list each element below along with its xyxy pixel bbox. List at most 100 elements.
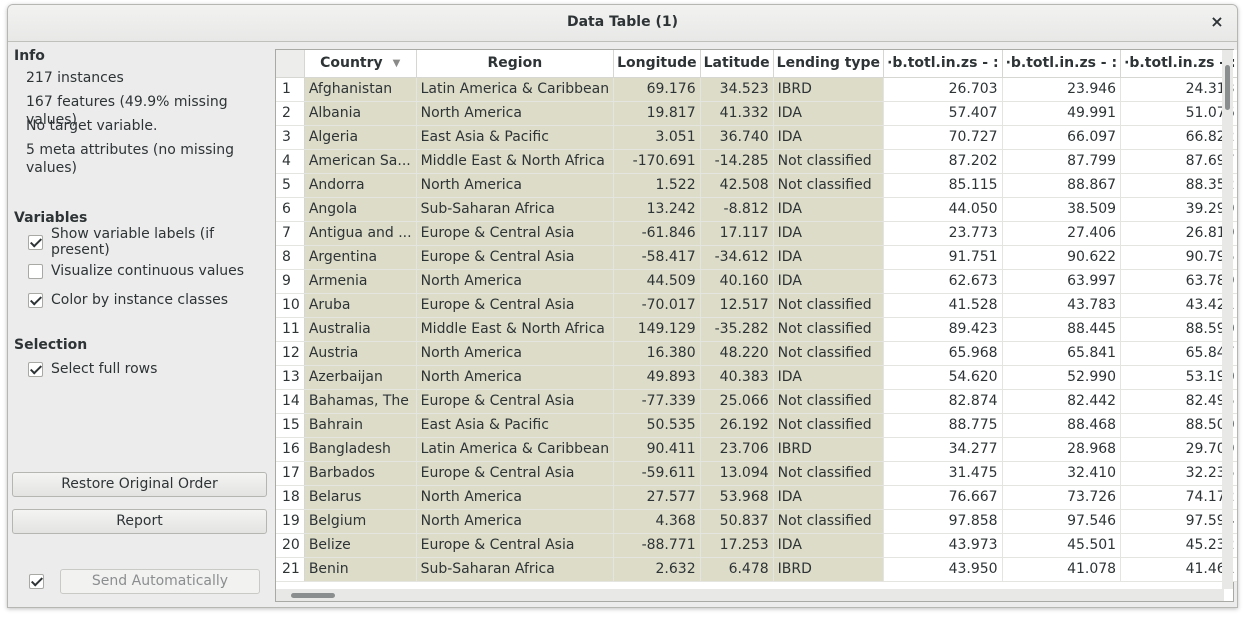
- table-cell[interactable]: 41.078: [1002, 557, 1122, 582]
- table-cell[interactable]: Not classified: [773, 293, 885, 318]
- table-cell[interactable]: American Sa...: [304, 149, 417, 174]
- table-cell[interactable]: 88.445: [1002, 317, 1122, 342]
- table-cell[interactable]: 45.232: [1120, 533, 1237, 558]
- table-cell[interactable]: North America: [416, 101, 615, 126]
- table-cell[interactable]: 48.220: [700, 341, 774, 366]
- row-index[interactable]: 17: [276, 461, 305, 486]
- table-cell[interactable]: -35.282: [700, 317, 774, 342]
- table-cell[interactable]: 13.094: [700, 461, 774, 486]
- table-cell[interactable]: Barbados: [304, 461, 417, 486]
- table-cell[interactable]: Not classified: [773, 389, 885, 414]
- column-header[interactable]: ·b.totl.in.zs - :: [1120, 50, 1237, 78]
- table-row[interactable]: 16 Bangladesh Latin America & Caribbean 90.…: [276, 437, 1237, 462]
- row-index[interactable]: 19: [276, 509, 305, 534]
- table-cell[interactable]: IBRD: [773, 437, 885, 462]
- table-cell[interactable]: Sub-Saharan Africa: [416, 197, 615, 222]
- table-cell[interactable]: 43.421: [1120, 293, 1237, 318]
- table-cell[interactable]: 50.837: [700, 509, 774, 534]
- column-header[interactable]: ·b.totl.in.zs - :: [883, 50, 1003, 78]
- table-cell[interactable]: 49.893: [613, 365, 701, 390]
- table-cell[interactable]: -170.691: [613, 149, 701, 174]
- table-row[interactable]: 2 Albania North America 19.817 41.332 IDA 57.4…: [276, 101, 1237, 126]
- table-cell[interactable]: Europe & Central Asia: [416, 389, 615, 414]
- send-automatically-button[interactable]: Send Automatically: [60, 569, 260, 594]
- table-cell[interactable]: 23.946: [1002, 77, 1122, 102]
- table-cell[interactable]: North America: [416, 365, 615, 390]
- table-row[interactable]: 21 Benin Sub-Saharan Africa 2.632 6.478 IBRD 4…: [276, 557, 1237, 582]
- table-cell[interactable]: 43.950: [883, 557, 1003, 582]
- table-row[interactable]: 3 Algeria East Asia & Pacific 3.051 36.740 ID…: [276, 125, 1237, 150]
- table-row[interactable]: 7 Antigua and ... Europe & Central Asia -61…: [276, 221, 1237, 246]
- table-cell[interactable]: 57.407: [883, 101, 1003, 126]
- table-cell[interactable]: 90.411: [613, 437, 701, 462]
- table-cell[interactable]: IDA: [773, 533, 885, 558]
- table-cell[interactable]: 52.990: [1002, 365, 1122, 390]
- table-cell[interactable]: 34.277: [883, 437, 1003, 462]
- table-cell[interactable]: Latin America & Caribbean: [416, 77, 615, 102]
- table-cell[interactable]: 88.775: [883, 413, 1003, 438]
- table-cell[interactable]: 97.594: [1120, 509, 1237, 534]
- table-cell[interactable]: 27.406: [1002, 221, 1122, 246]
- table-row[interactable]: 17 Barbados Europe & Central Asia -59.611 13…: [276, 461, 1237, 486]
- table-cell[interactable]: 65.968: [883, 341, 1003, 366]
- table-cell[interactable]: 87.697: [1120, 149, 1237, 174]
- table-cell[interactable]: 63.997: [1002, 269, 1122, 294]
- table-row[interactable]: 15 Bahrain East Asia & Pacific 50.535 26.192…: [276, 413, 1237, 438]
- table-cell[interactable]: 43.973: [883, 533, 1003, 558]
- table-row[interactable]: 14 Bahamas, The Europe & Central Asia -77.3…: [276, 389, 1237, 414]
- table-cell[interactable]: North America: [416, 509, 615, 534]
- table-cell[interactable]: 34.523: [700, 77, 774, 102]
- column-header[interactable]: Country ▼: [304, 50, 417, 78]
- row-index[interactable]: 16: [276, 437, 305, 462]
- table-cell[interactable]: 44.509: [613, 269, 701, 294]
- table-cell[interactable]: 24.313: [1120, 77, 1237, 102]
- table-cell[interactable]: IDA: [773, 125, 885, 150]
- table-cell[interactable]: IBRD: [773, 77, 885, 102]
- table-cell[interactable]: Europe & Central Asia: [416, 461, 615, 486]
- table-cell[interactable]: Bangladesh: [304, 437, 417, 462]
- table-cell[interactable]: Afghanistan: [304, 77, 417, 102]
- table-row[interactable]: 6 Angola Sub-Saharan Africa 13.242 -8.812 IDA…: [276, 197, 1237, 222]
- table-cell[interactable]: 26.819: [1120, 221, 1237, 246]
- table-cell[interactable]: Aruba: [304, 293, 417, 318]
- table-cell[interactable]: Middle East & North Africa: [416, 317, 615, 342]
- table-cell[interactable]: 70.727: [883, 125, 1003, 150]
- table-cell[interactable]: 66.097: [1002, 125, 1122, 150]
- show-variable-labels-checkbox[interactable]: Show variable labels (if present): [28, 226, 269, 258]
- row-index[interactable]: 1: [276, 77, 305, 102]
- table-cell[interactable]: 41.332: [700, 101, 774, 126]
- table-cell[interactable]: IDA: [773, 485, 885, 510]
- table-cell[interactable]: 32.410: [1002, 461, 1122, 486]
- vertical-scrollbar[interactable]: [1222, 50, 1233, 589]
- table-cell[interactable]: Bahrain: [304, 413, 417, 438]
- row-index[interactable]: 14: [276, 389, 305, 414]
- corner-header[interactable]: [276, 50, 305, 78]
- report-button[interactable]: Report: [12, 509, 267, 534]
- table-cell[interactable]: 26.192: [700, 413, 774, 438]
- table-cell[interactable]: 26.703: [883, 77, 1003, 102]
- table-cell[interactable]: Europe & Central Asia: [416, 221, 615, 246]
- table-cell[interactable]: 1.522: [613, 173, 701, 198]
- table-cell[interactable]: Sub-Saharan Africa: [416, 557, 615, 582]
- restore-order-button[interactable]: Restore Original Order: [12, 472, 267, 497]
- table-cell[interactable]: Not classified: [773, 413, 885, 438]
- table-cell[interactable]: 25.066: [700, 389, 774, 414]
- table-cell[interactable]: 2.632: [613, 557, 701, 582]
- table-cell[interactable]: 31.475: [883, 461, 1003, 486]
- row-index[interactable]: 7: [276, 221, 305, 246]
- table-cell[interactable]: 88.468: [1002, 413, 1122, 438]
- send-automatically-checkbox[interactable]: [29, 571, 52, 591]
- table-cell[interactable]: 39.299: [1120, 197, 1237, 222]
- table-cell[interactable]: -8.812: [700, 197, 774, 222]
- table-cell[interactable]: 29.709: [1120, 437, 1237, 462]
- row-index[interactable]: 13: [276, 365, 305, 390]
- table-cell[interactable]: North America: [416, 485, 615, 510]
- row-index[interactable]: 8: [276, 245, 305, 270]
- table-row[interactable]: 18 Belarus North America 27.577 53.968 IDA 76.…: [276, 485, 1237, 510]
- table-row[interactable]: 12 Austria North America 16.380 48.220 Not cl…: [276, 341, 1237, 366]
- table-row[interactable]: 1 Afghanistan Latin America & Caribbean 69.…: [276, 77, 1237, 102]
- table-cell[interactable]: -88.771: [613, 533, 701, 558]
- table-cell[interactable]: 90.795: [1120, 245, 1237, 270]
- horizontal-scroll-thumb[interactable]: [291, 593, 335, 598]
- table-row[interactable]: 13 Azerbaijan North America 49.893 40.383 IDA…: [276, 365, 1237, 390]
